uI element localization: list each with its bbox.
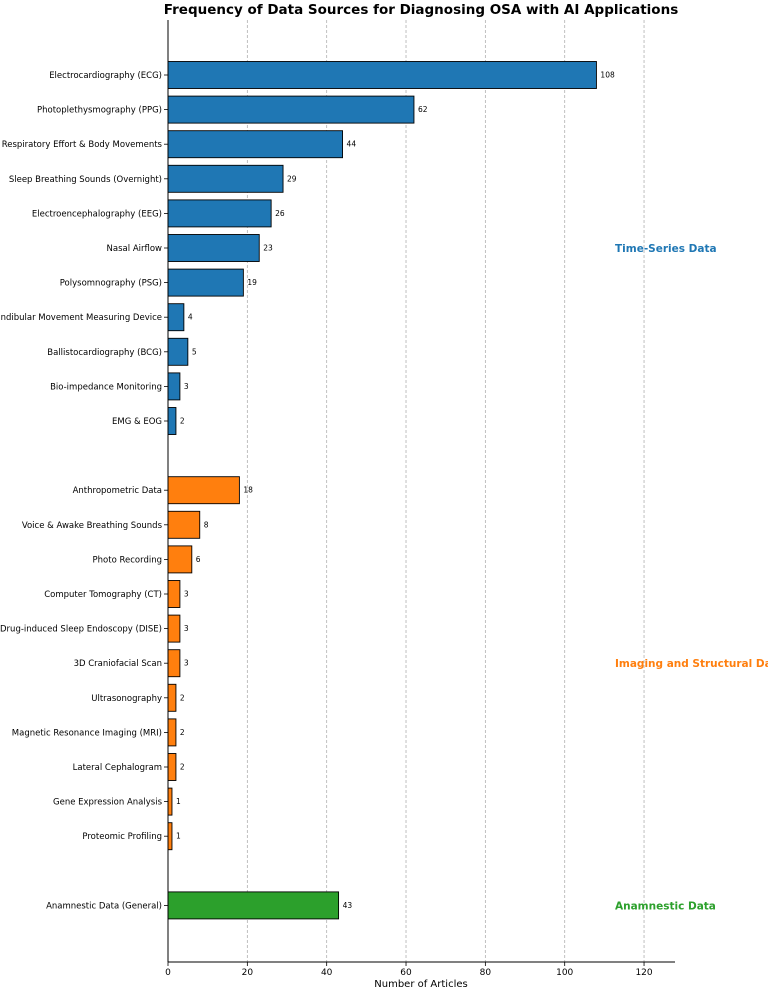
category-label: Gene Expression Analysis (53, 798, 163, 808)
value-label: 2 (180, 693, 185, 702)
bar-3d-craniofacial-scan (167, 649, 181, 678)
category-label: Electroencephalography (EEG) (32, 209, 162, 219)
value-label: 4 (188, 313, 193, 322)
category-label: Voice & Awake Breathing Sounds (22, 521, 163, 531)
value-label: 3 (184, 624, 189, 633)
value-label: 19 (247, 278, 257, 287)
chart-title: Frequency of Data Sources for Diagnosing… (164, 2, 678, 18)
bar-anamnestic-data-general (167, 891, 340, 920)
category-label: Anamnestic Data (General) (46, 901, 162, 911)
bar-anthropometric-data (167, 476, 240, 505)
group-label-time-series-data: Time-Series Data (615, 243, 717, 255)
value-label: 2 (180, 763, 185, 772)
value-label: 23 (263, 244, 273, 253)
category-label: Ballistocardiography (BCG) (47, 348, 162, 358)
category-label: Electrocardiography (ECG) (49, 71, 162, 81)
x-tick-label: 100 (556, 968, 573, 978)
x-tick-label: 40 (321, 968, 333, 978)
bar-proteomic-profiling (167, 822, 173, 851)
category-label: 3D Craniofacial Scan (74, 659, 162, 669)
bar-electroencephalography-eeg (167, 199, 272, 228)
x-axis-label: Number of Articles (374, 979, 467, 990)
axes (167, 20, 675, 963)
bar-mandibular-movement-measuring-device (167, 303, 185, 332)
category-label: Magnetic Resonance Imaging (MRI) (12, 728, 162, 738)
bar-gene-expression-analysis (167, 787, 173, 816)
value-label: 8 (204, 520, 209, 529)
category-label: Drug-induced Sleep Endoscopy (DISE) (0, 625, 162, 635)
x-tick-label: 80 (480, 968, 492, 978)
category-label: Lateral Cephalogram (73, 763, 162, 773)
value-label: 18 (243, 486, 253, 495)
category-label: Photoplethysmography (PPG) (37, 106, 162, 116)
bar-photo-recording (167, 545, 193, 574)
bar-ultrasonography (167, 683, 177, 712)
x-tick-label: 0 (165, 968, 171, 978)
category-label: Computer Tomography (CT) (44, 590, 162, 600)
category-label: Nasal Airflow (107, 244, 162, 254)
value-label: 5 (192, 347, 197, 356)
category-labels: Electrocardiography (ECG) Photoplethysmog… (0, 71, 163, 911)
group-label-imaging-and-structural-data: Imaging and Structural Data (615, 658, 768, 670)
value-label: 26 (275, 209, 285, 218)
category-label: EMG & EOG (112, 417, 162, 427)
bar-emg-eog (167, 407, 177, 435)
bar-computer-tomography-ct (167, 580, 181, 608)
value-label: 2 (180, 728, 185, 737)
category-label: Respiratory Effort & Body Movements (2, 140, 163, 150)
bar-ballistocardiography-bcg (167, 337, 189, 366)
bar-magnetic-resonance-imaging-mri (167, 718, 177, 747)
bar-electrocardiography-ecg (167, 61, 597, 89)
x-tick-label: 60 (400, 968, 412, 978)
value-label: 3 (184, 659, 189, 668)
grid (246, 20, 645, 962)
x-ticks: 0 20 40 60 80 100 120 (164, 74, 653, 978)
category-label: Anthropometric Data (73, 486, 162, 496)
bar-voice-awake-breathing-sounds (167, 510, 201, 539)
bar-bio-impedance-monitoring (167, 372, 181, 401)
group-label-anamnestic-data: Anamnestic Data (615, 900, 716, 912)
value-label: 62 (418, 105, 428, 114)
value-label: 6 (196, 555, 201, 564)
value-label: 44 (347, 140, 357, 149)
value-label: 3 (184, 382, 189, 391)
value-label: 1 (176, 832, 181, 841)
bar-polysomnography-psg (167, 268, 244, 297)
value-labels: 108 62 44 29 26 23 19 4 5 3 2 18 8 6 3 3 3 2 2 2 1 1 43 (176, 71, 615, 910)
category-label: Bio-impedance Monitoring (50, 382, 162, 392)
x-tick-label: 120 (635, 968, 652, 978)
x-tick-label: 20 (242, 968, 254, 978)
bar-photoplethysmography-ppg (167, 95, 415, 124)
category-label: Sleep Breathing Sounds (Overnight) (9, 175, 162, 185)
value-label: 2 (180, 417, 185, 426)
bars (167, 61, 597, 920)
value-label: 29 (287, 174, 297, 183)
category-label: Polysomnography (PSG) (60, 279, 162, 289)
bar-nasal-airflow (167, 234, 260, 262)
group-labels: Time-Series Data Imaging and Structural D… (615, 243, 768, 912)
bar-drug-induced-sleep-endoscopy-dise (167, 614, 181, 643)
category-label: Proteomic Profiling (82, 832, 162, 842)
bar-respiratory-effort-body-movements (167, 130, 343, 159)
category-label: Mandibular Movement Measuring Device (0, 313, 162, 323)
category-label: Photo Recording (93, 555, 162, 565)
bar-sleep-breathing-sounds-overnight (167, 164, 284, 193)
category-label: Ultrasonography (91, 694, 162, 704)
value-label: 108 (600, 71, 615, 80)
value-label: 3 (184, 590, 189, 599)
value-label: 43 (343, 901, 353, 910)
value-label: 1 (176, 797, 181, 806)
bar-lateral-cephalogram (167, 753, 177, 781)
